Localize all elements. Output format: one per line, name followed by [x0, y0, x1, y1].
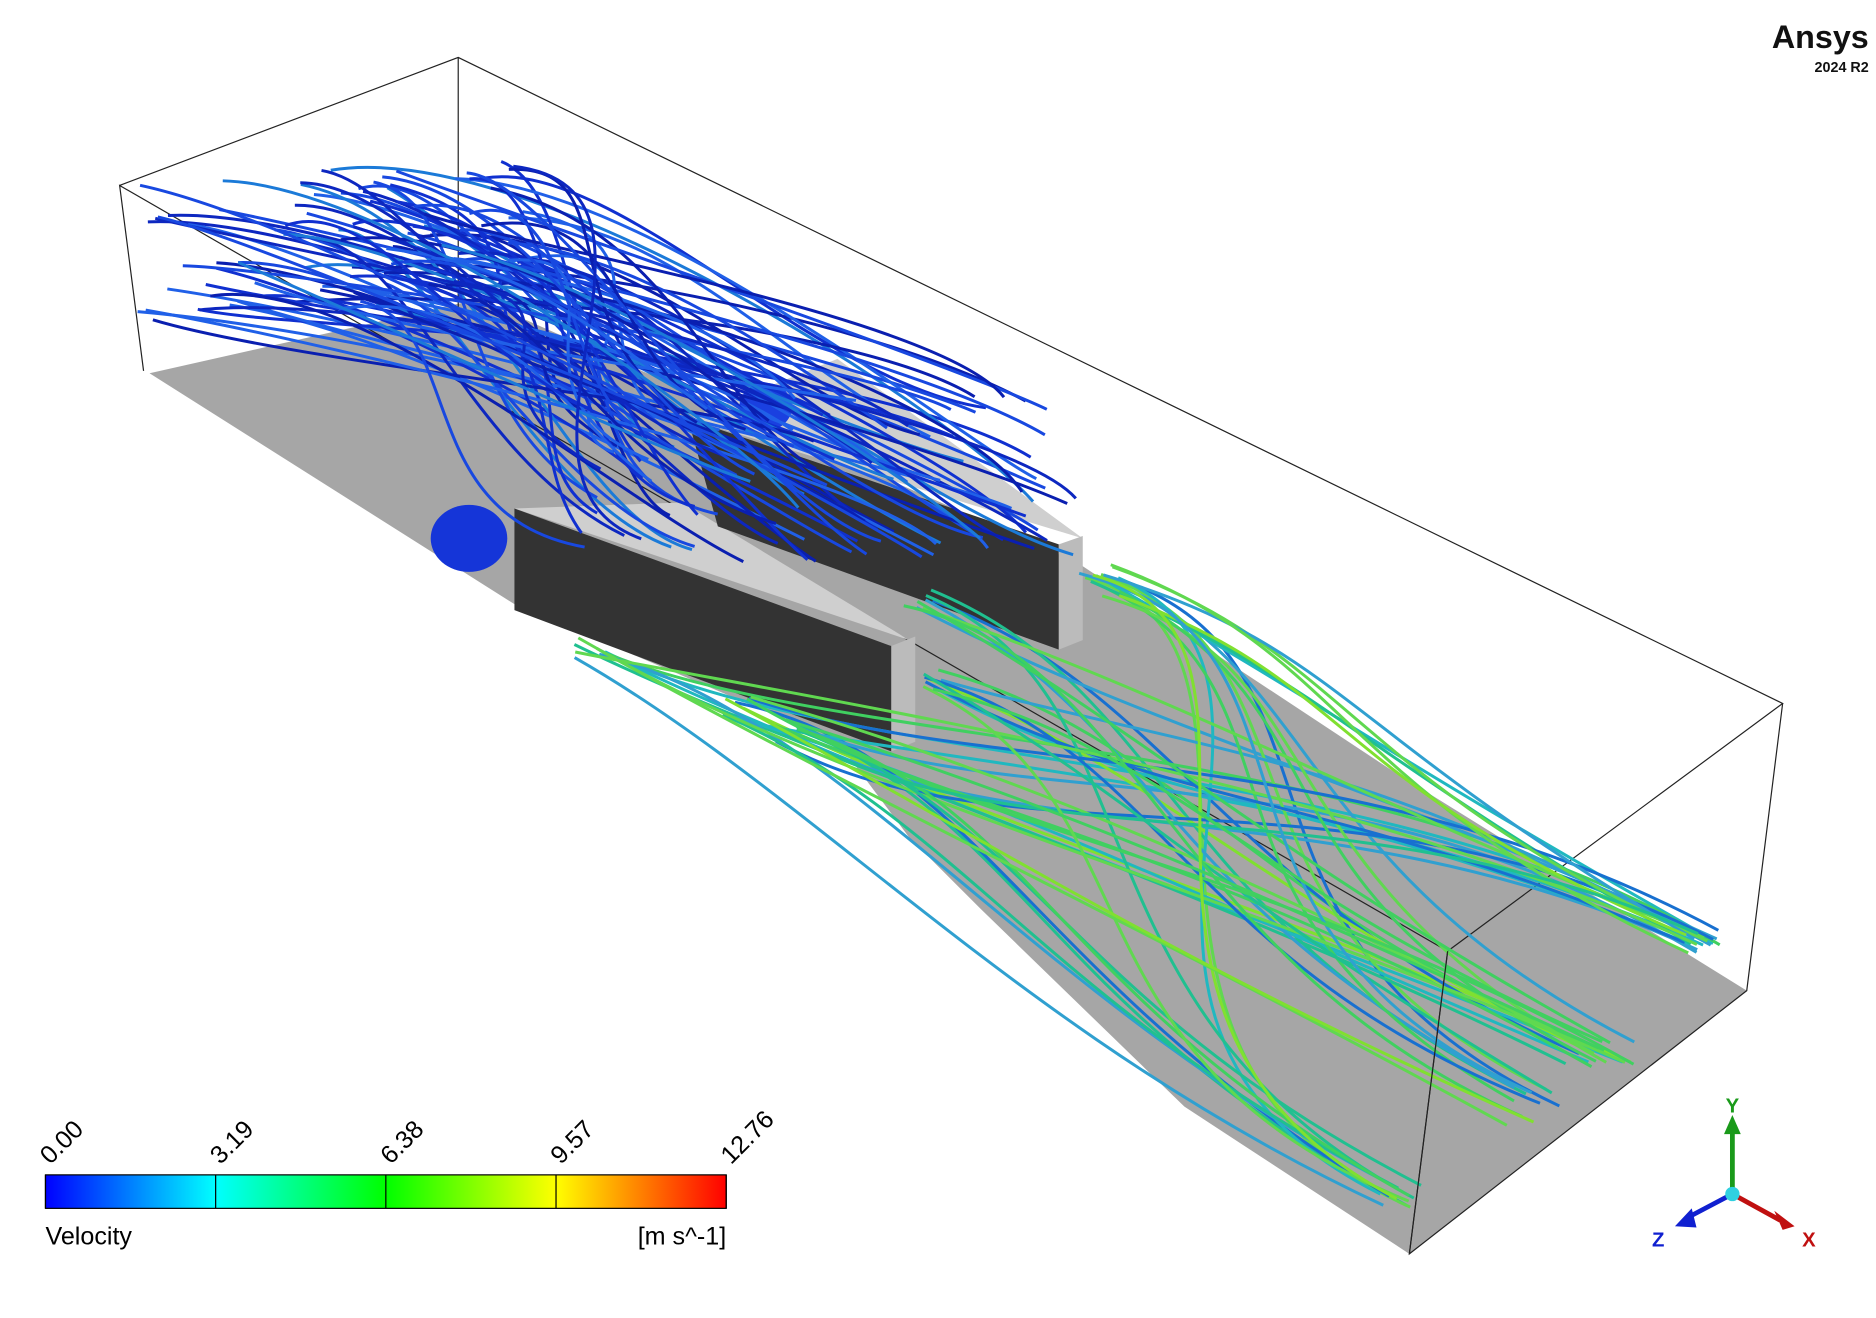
axis-label: Z [1652, 1230, 1664, 1252]
streamline [595, 647, 1626, 1064]
streamline [922, 685, 1410, 1203]
streamline [330, 166, 1035, 503]
streamline [1103, 573, 1696, 941]
streamline [513, 164, 642, 541]
streamline [139, 183, 923, 559]
domain-edge [1408, 951, 1449, 1254]
plate-top [514, 502, 910, 641]
domain-edges [118, 56, 1784, 952]
streamline [924, 680, 1686, 944]
streamline [237, 261, 751, 483]
streamline [431, 256, 708, 411]
colorbar-tick-label: 12.76 [715, 1105, 779, 1169]
streamline [319, 288, 1068, 505]
legend-title: Velocity [45, 1222, 132, 1250]
streamline [210, 292, 744, 563]
streamline [284, 220, 590, 410]
streamline [205, 283, 954, 438]
streamline [511, 254, 664, 416]
streamline [481, 221, 747, 431]
streamline [238, 261, 853, 554]
streamline [722, 713, 1400, 1190]
streamline [322, 284, 941, 482]
streamline [724, 697, 1535, 1124]
colorbar-tick-label: 9.57 [545, 1115, 599, 1169]
streamline [922, 606, 1705, 940]
streamline [923, 672, 1553, 1095]
streamline [300, 181, 728, 459]
streamline [469, 209, 633, 425]
streamline [152, 318, 815, 443]
streamline [412, 224, 809, 561]
streamline [466, 171, 882, 543]
streamline [932, 687, 1603, 1044]
streamline [1092, 573, 1398, 1200]
axis-label: X [1802, 1230, 1816, 1252]
streamline [383, 274, 583, 534]
streamline [507, 241, 888, 430]
streamline [577, 636, 1508, 1127]
logo-version: 2024 R2 [1815, 60, 1869, 76]
streamline [785, 718, 1600, 1050]
streamline [428, 282, 777, 525]
colorbar-tick-label: 0.00 [35, 1115, 89, 1169]
streamline [1118, 594, 1687, 937]
streamline [441, 243, 981, 540]
legend-unit: [m s^-1] [638, 1222, 727, 1250]
streamline [1091, 580, 1515, 1103]
streamline [360, 299, 585, 549]
streamline [780, 728, 1699, 935]
streamline [507, 258, 649, 461]
streamline [1100, 578, 1533, 1095]
streamline [748, 696, 1720, 932]
logo: Ansys [1772, 19, 1869, 55]
streamline [351, 284, 794, 432]
streamline [338, 304, 653, 483]
streamline [373, 180, 598, 499]
streamline [1118, 589, 1597, 1063]
streamline [573, 656, 1384, 1207]
axis-label: Y [1726, 1096, 1740, 1118]
colorbar-tick-label: 3.19 [205, 1115, 259, 1169]
axis-triad: Y X Z [1652, 1096, 1816, 1252]
scene: Ansys 2024 R2 0.00 3.19 6.38 9.57 12.76 Velo… [35, 19, 1869, 1256]
streamline [903, 604, 1523, 1118]
plate [514, 508, 892, 752]
streamlines [137, 160, 1721, 1209]
streamline [386, 247, 797, 400]
streamline [423, 212, 1006, 399]
vortex [430, 504, 508, 572]
streamline [916, 600, 1611, 1045]
streamline [321, 168, 637, 412]
colorbar-tick-label: 6.38 [375, 1115, 429, 1169]
streamline [222, 179, 800, 509]
streamline [157, 215, 828, 487]
streamline [414, 203, 795, 448]
streamline [382, 175, 756, 476]
streamline [374, 263, 1027, 403]
streamline [746, 697, 1635, 1066]
plate-end [1058, 535, 1083, 650]
